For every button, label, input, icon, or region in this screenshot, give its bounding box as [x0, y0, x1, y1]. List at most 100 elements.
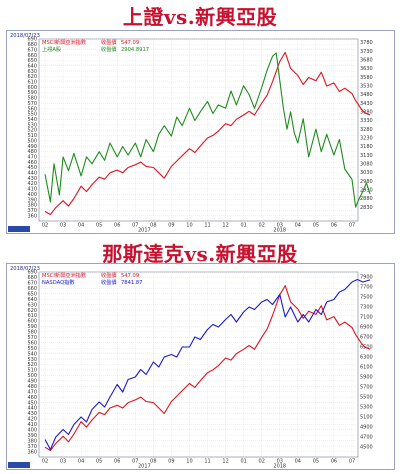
year-label: 2018 [273, 464, 286, 470]
x-tick-label: 01 [240, 459, 246, 465]
left-tick-label: 620 [27, 74, 37, 80]
right-tick-label: 3480 [360, 92, 373, 98]
series-line-msci [44, 285, 371, 452]
left-tick-label: 430 [27, 411, 37, 417]
right-tick-label: 4900 [360, 425, 373, 431]
right-tick-label: 7900 [360, 275, 373, 281]
right-tick-label: 7500 [360, 295, 373, 301]
right-tick-label: 3280 [360, 127, 373, 133]
legend-value-label: 收盤價 [101, 45, 117, 53]
left-tick-label: 590 [27, 90, 37, 96]
x-tick-label: 12 [222, 459, 228, 465]
right-tick-label: 5300 [360, 405, 373, 411]
legend-value: 547.09 [121, 273, 139, 279]
left-tick-label: 670 [27, 47, 37, 53]
right-tick-label: 3330 [360, 118, 373, 124]
left-tick-label: 520 [27, 128, 37, 134]
left-tick-label: 540 [27, 351, 37, 357]
legend-value: 547.09 [121, 40, 139, 46]
left-tick-label: 630 [27, 69, 37, 75]
left-tick-label: 660 [27, 53, 37, 59]
left-tick-label: 690 [27, 270, 37, 276]
left-tick-label: 470 [27, 389, 37, 395]
left-tick-label: 480 [27, 384, 37, 390]
left-tick-label: 380 [27, 203, 37, 209]
left-tick-label: 650 [27, 291, 37, 297]
left-tick-label: 610 [27, 313, 37, 319]
right-tick-label: 3680 [360, 58, 373, 64]
chart-nasdaq: 2018/07/23360370380390400410420430440450… [8, 266, 373, 470]
left-tick-label: 390 [27, 197, 37, 203]
left-tick-label: 600 [27, 319, 37, 325]
right-tick-label: 3430 [360, 101, 373, 107]
right-tick-label: 3730 [360, 49, 373, 55]
right-tick-label: 3530 [360, 84, 373, 90]
left-tick-label: 440 [27, 171, 37, 177]
left-tick-label: 570 [27, 335, 37, 341]
left-tick-label: 550 [27, 346, 37, 352]
left-tick-label: 480 [27, 149, 37, 155]
right-tick-label: 6700 [360, 335, 373, 341]
x-tick-label: 07 [132, 223, 138, 229]
left-tick-label: 440 [27, 406, 37, 412]
x-tick-label: 04 [295, 223, 301, 229]
legend-value-label: 收盤價 [101, 271, 117, 279]
left-tick-label: 460 [27, 160, 37, 166]
chart-title-nasdaq: 那斯達克vs.新興亞股 [102, 242, 298, 266]
left-tick-label: 640 [27, 63, 37, 69]
x-tick-label: 05 [96, 223, 102, 229]
x-tick-label: 10 [186, 223, 192, 229]
left-tick-label: 530 [27, 122, 37, 128]
x-tick-label: 07 [349, 223, 355, 229]
right-tick-label: 7300 [360, 305, 373, 311]
x-tick-label: 07 [132, 459, 138, 465]
x-tick-label: 03 [277, 223, 283, 229]
x-tick-label: 11 [204, 223, 210, 229]
right-tick-label: 5900 [360, 375, 373, 381]
x-tick-label: 04 [295, 459, 301, 465]
left-tick-label: 380 [27, 438, 37, 444]
right-tick-label: 5100 [360, 415, 373, 421]
left-tick-label: 470 [27, 154, 37, 160]
right-tick-label: 7700 [360, 285, 373, 291]
legend-value: 2904.8917 [121, 47, 149, 53]
x-tick-label: 01 [240, 223, 246, 229]
x-tick-label: 06 [331, 223, 337, 229]
left-tick-label: 620 [27, 308, 37, 314]
left-tick-label: 530 [27, 357, 37, 363]
x-tick-label: 02 [259, 223, 265, 229]
x-tick-label: 06 [114, 459, 120, 465]
left-tick-label: 490 [27, 144, 37, 150]
right-tick-label: 3180 [360, 144, 373, 150]
x-tick-label: 07 [349, 459, 355, 465]
chart-panel-shanghai: 2018/07/23 360 370 380 390 400 410 420 430 440 450… [6, 30, 395, 234]
right-tick-label: 7100 [360, 315, 373, 321]
left-tick-label: 510 [27, 133, 37, 139]
right-tick-label: 4500 [360, 445, 373, 451]
x-tick-label: 08 [150, 459, 156, 465]
right-tick-label: 2830 [360, 205, 373, 211]
left-tick-label: 640 [27, 297, 37, 303]
legend-name: 上證A股 [42, 45, 61, 53]
left-tick-label: 600 [27, 85, 37, 91]
left-tick-label: 500 [27, 138, 37, 144]
left-tick-label: 680 [27, 275, 37, 281]
left-tick-label: 410 [27, 422, 37, 428]
left-tick-label: 560 [27, 340, 37, 346]
right-tick-label: 3630 [360, 66, 373, 72]
left-tick-label: 450 [27, 400, 37, 406]
x-tick-label: 12 [222, 223, 228, 229]
chart-date: 2018/07/23 [10, 33, 40, 39]
right-tick-label: 6100 [360, 365, 373, 371]
right-tick-label: 3580 [360, 75, 373, 81]
left-tick-label: 630 [27, 302, 37, 308]
plot-area [38, 38, 359, 222]
year-label: 2018 [273, 228, 286, 234]
legend-value-label: 收盤價 [101, 278, 117, 286]
chart-title-shanghai: 上證vs.新興亞股 [122, 5, 278, 29]
legend-name: MSCI新興亞洲指數 [42, 271, 86, 279]
right-tick-label: 3080 [360, 162, 373, 168]
right-tick-label: 2930 [360, 188, 373, 194]
right-tick-label: 3780 [360, 40, 373, 46]
right-tick-label: 3030 [360, 170, 373, 176]
